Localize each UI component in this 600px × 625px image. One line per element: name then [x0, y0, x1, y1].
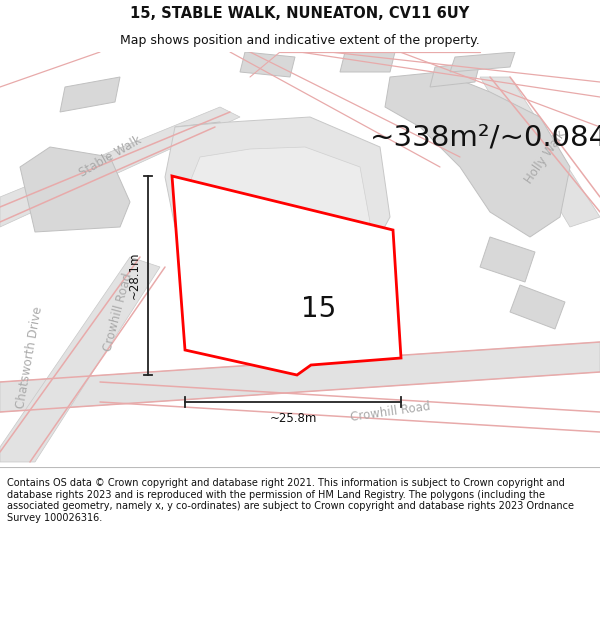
Text: ~338m²/~0.084ac.: ~338m²/~0.084ac. — [370, 123, 600, 151]
Polygon shape — [430, 62, 480, 87]
Text: Crowhill Road: Crowhill Road — [349, 400, 431, 424]
Text: Crowhill Road: Crowhill Road — [101, 271, 135, 352]
Polygon shape — [172, 176, 401, 375]
Text: ~28.1m: ~28.1m — [128, 252, 140, 299]
Polygon shape — [60, 77, 120, 112]
Text: 15: 15 — [301, 295, 336, 323]
Polygon shape — [20, 147, 130, 232]
Text: Holly Walk: Holly Walk — [522, 128, 568, 186]
Polygon shape — [510, 285, 565, 329]
Text: Map shows position and indicative extent of the property.: Map shows position and indicative extent… — [120, 34, 480, 47]
Polygon shape — [175, 122, 230, 162]
Polygon shape — [480, 237, 535, 282]
Text: 15, STABLE WALK, NUNEATON, CV11 6UY: 15, STABLE WALK, NUNEATON, CV11 6UY — [130, 6, 470, 21]
Polygon shape — [340, 52, 395, 72]
Polygon shape — [0, 257, 160, 462]
Polygon shape — [480, 77, 600, 227]
Polygon shape — [0, 342, 600, 412]
Polygon shape — [165, 117, 390, 287]
Polygon shape — [240, 52, 295, 77]
Text: ~25.8m: ~25.8m — [269, 411, 317, 424]
Polygon shape — [450, 52, 515, 72]
Polygon shape — [385, 72, 570, 237]
Text: Contains OS data © Crown copyright and database right 2021. This information is : Contains OS data © Crown copyright and d… — [7, 478, 574, 523]
Polygon shape — [0, 107, 240, 227]
Text: Stable Walk: Stable Walk — [77, 134, 143, 180]
Polygon shape — [190, 147, 370, 274]
Text: Chatsworth Drive: Chatsworth Drive — [14, 305, 46, 409]
